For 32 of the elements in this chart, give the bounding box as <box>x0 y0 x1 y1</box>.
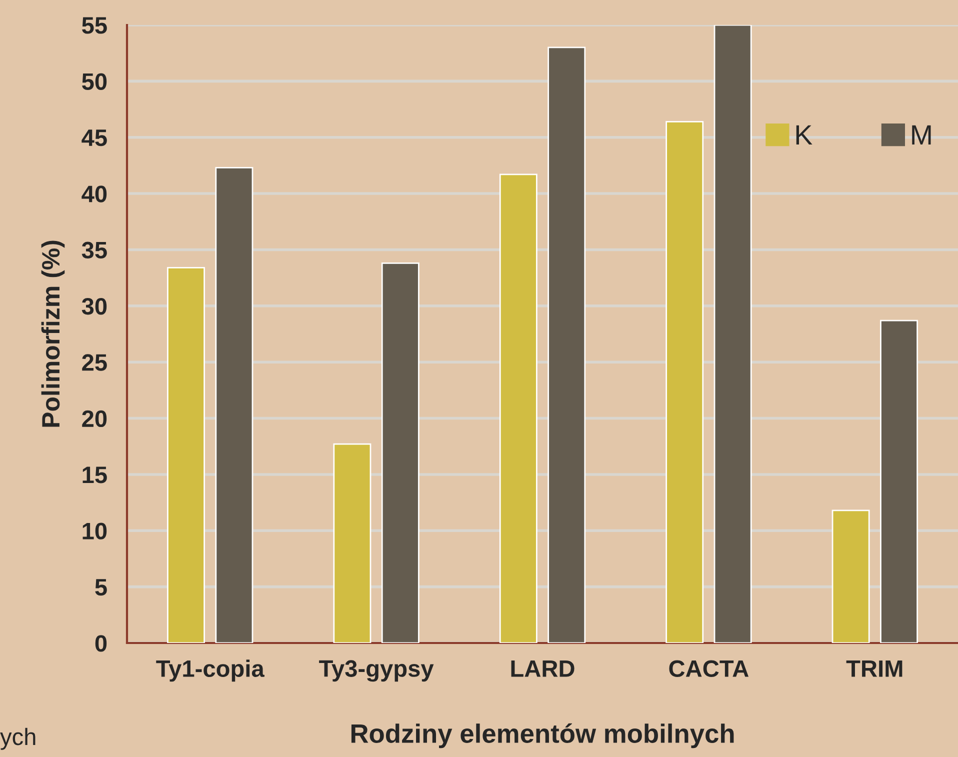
y-tick-label: 40 <box>82 186 107 202</box>
bar <box>666 120 704 643</box>
bar <box>832 510 870 643</box>
bar <box>548 46 586 643</box>
legend-label: K <box>796 125 812 144</box>
y-tick-label: 0 <box>95 635 107 652</box>
y-tick-label: 5 <box>95 579 107 596</box>
bar <box>333 443 372 643</box>
x-tick-label: LARD <box>511 660 574 677</box>
legend-label: M <box>912 125 931 144</box>
y-tick-label: 55 <box>82 17 107 34</box>
bar <box>167 267 205 643</box>
x-tick-label: Ty3-gypsy <box>319 660 434 682</box>
x-axis-title: Rodziny elementów mobilnych <box>351 723 734 748</box>
y-axis-title: Polimorfizm (%) <box>41 240 65 427</box>
text: ych <box>0 728 36 750</box>
y-tick-label: 10 <box>82 522 107 540</box>
bar <box>381 262 420 643</box>
x-tick-label: CACTA <box>669 660 749 678</box>
y-tick-label: 15 <box>82 466 107 484</box>
y-tick-label: 50 <box>82 73 107 90</box>
y-tick-label: 30 <box>82 298 107 315</box>
bar <box>499 174 538 643</box>
bar <box>880 320 918 643</box>
bar <box>714 25 752 643</box>
y-tick-label: 20 <box>82 410 107 428</box>
x-tick-label: TRIM <box>846 660 902 677</box>
y-tick-label: 25 <box>82 354 107 371</box>
y-tick-label: 35 <box>82 242 107 259</box>
x-tick-label: Ty1-copia <box>156 660 264 682</box>
bar <box>215 167 254 643</box>
y-tick-label: 45 <box>82 130 107 146</box>
